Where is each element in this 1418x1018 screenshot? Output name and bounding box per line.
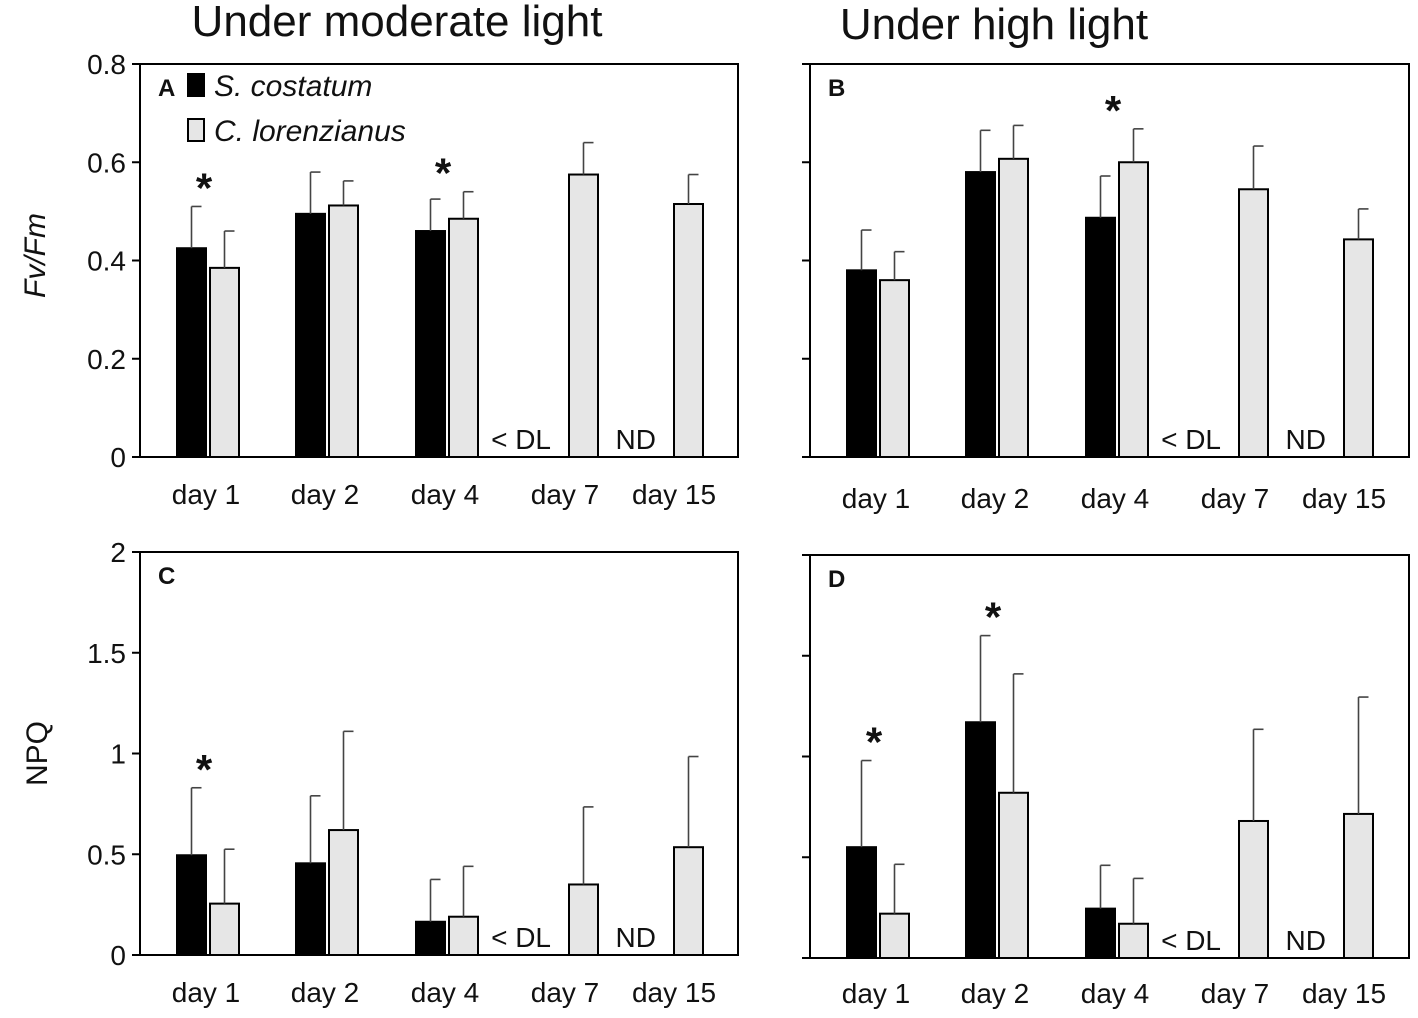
x-tick-label: day 2 [291,977,360,1008]
plot-frame [139,551,739,956]
panel-letter: B [828,75,845,102]
y-tick-label: 0.8 [87,49,126,80]
y-axis-label: Fv/Fm [19,213,52,298]
bar-c-lorenzianus [448,217,479,458]
missing-data-note: < DL [491,922,551,953]
bar-s-costatum [295,212,326,458]
bar-c-lorenzianus [673,203,704,458]
x-tick-label: day 7 [1201,978,1270,1009]
bar-s-costatum [965,171,996,458]
bar-s-costatum [295,862,326,957]
bar-c-lorenzianus [1238,188,1269,459]
bar-s-costatum [1085,907,1116,960]
bar-c-lorenzianus [1343,238,1374,458]
legend-label: C. lorenzianus [214,115,406,148]
y-axis-label: NPQ [21,721,54,786]
x-tick-label: day 4 [1081,978,1150,1009]
panel-letter: D [828,566,845,593]
bar-s-costatum [1085,216,1116,458]
missing-data-note: < DL [1161,424,1221,455]
x-tick-label: day 15 [632,977,716,1008]
x-tick-label: day 15 [632,479,716,510]
legend-swatch [187,118,205,142]
x-tick-label: day 1 [842,483,911,514]
bar-c-lorenzianus [673,846,704,957]
bar-c-lorenzianus [879,912,910,959]
y-tick-label: 0 [110,442,126,473]
bar-s-costatum [415,230,446,458]
x-tick-label: day 4 [411,479,480,510]
y-tick-label: 1.5 [87,638,126,669]
bar-s-costatum [176,247,207,458]
bar-s-costatum [415,920,446,957]
missing-data-note: ND [1286,925,1326,956]
x-tick-label: day 7 [531,479,600,510]
bar-c-lorenzianus [1238,819,1269,959]
legend-label: S. costatum [214,70,372,103]
bar-c-lorenzianus [209,266,240,458]
bar-c-lorenzianus [998,791,1029,960]
x-tick-label: day 1 [172,479,241,510]
y-tick-label: 0.5 [87,839,126,870]
y-tick-label: 0 [110,940,126,971]
significance-marker: * [866,719,883,766]
bar-s-costatum [965,721,996,959]
significance-marker: * [435,150,452,197]
panel-letter: C [158,563,175,590]
panel-c-npq-moderate: 0 0.5 1 1.5 2 NPQ C * day 1 day 2 day 4 < DL day 7 ND… [21,537,739,1008]
bar-c-lorenzianus [1343,812,1374,959]
bar-c-lorenzianus [568,883,599,956]
bar-s-costatum [176,854,207,957]
panel-letter: A [158,75,175,102]
missing-data-note: < DL [1161,925,1221,956]
column-title-high-light: Under high light [840,0,1148,49]
y-tick-label: 2 [110,537,126,568]
bar-c-lorenzianus [328,829,359,957]
bar-c-lorenzianus [879,279,910,458]
significance-marker: * [196,164,213,211]
y-tick-label: 0.6 [87,147,126,178]
legend-swatch [187,73,205,97]
x-tick-label: day 7 [1201,483,1270,514]
x-tick-label: day 2 [961,978,1030,1009]
x-tick-label: day 2 [291,479,360,510]
x-tick-label: day 15 [1302,978,1386,1009]
x-tick-label: day 2 [961,483,1030,514]
missing-data-note: ND [616,424,656,455]
plot-frame [809,554,1410,959]
missing-data-note: ND [616,922,656,953]
x-tick-label: day 1 [172,977,241,1008]
x-tick-label: day 7 [531,977,600,1008]
y-tick-label: 0.4 [87,246,126,277]
bar-c-lorenzianus [568,173,599,458]
y-tick-label: 1 [110,739,126,770]
significance-marker: * [1105,87,1122,134]
x-tick-label: day 15 [1302,483,1386,514]
panel-d-npq-high: D * day 1 * day 2 day 4 < DL day 7 ND day 15 [802,554,1410,1009]
missing-data-note: < DL [491,424,551,455]
significance-marker: * [985,594,1002,641]
bar-c-lorenzianus [1118,922,1149,959]
bar-c-lorenzianus [328,204,359,458]
significance-marker: * [196,746,213,793]
bar-c-lorenzianus [448,915,479,957]
bar-c-lorenzianus [209,902,240,956]
bar-s-costatum [846,269,877,459]
x-tick-label: day 4 [411,977,480,1008]
y-tick-label: 0.2 [87,344,126,375]
x-tick-label: day 4 [1081,483,1150,514]
column-title-moderate-light: Under moderate light [192,0,603,46]
panel-a-fvfm-moderate: 0 0.2 0.4 0.6 0.8 Fv/Fm A * day 1 day 2 * day 4 < DL… [19,49,739,510]
bar-c-lorenzianus [1118,161,1149,458]
missing-data-note: ND [1286,424,1326,455]
bar-c-lorenzianus [998,157,1029,458]
bar-s-costatum [846,846,877,959]
x-tick-label: day 1 [842,978,911,1009]
